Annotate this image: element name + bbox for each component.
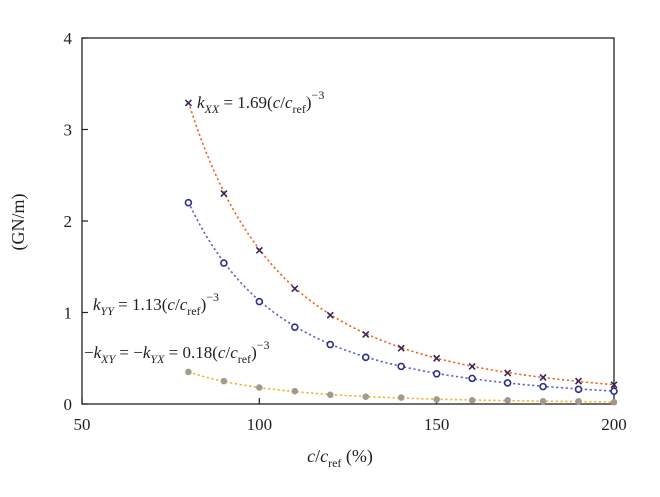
annotation-kxy: −kXY = −kYX = 0.18(c/cref)−3 [84, 338, 270, 366]
x-tick-label: 200 [601, 415, 627, 434]
point-x-marker [255, 246, 263, 254]
data-points [184, 99, 618, 406]
point-x-marker [362, 330, 370, 339]
point-open-circle [255, 297, 264, 306]
point-x-marker [539, 373, 547, 382]
point-x-marker [433, 354, 441, 362]
point-x-marker [291, 285, 299, 293]
point-x-marker [610, 381, 618, 389]
point-open-circle [574, 385, 583, 394]
point-open-circle [503, 379, 512, 387]
point-x-marker [397, 344, 405, 352]
y-tick-label: 2 [64, 212, 73, 231]
point-filled-circle [220, 377, 228, 385]
point-filled-circle [468, 397, 476, 404]
point-filled-circle [539, 397, 547, 405]
axes-frame [81, 37, 615, 405]
point-filled-circle [610, 398, 618, 406]
plot-frame [81, 37, 615, 405]
point-open-circle [326, 340, 335, 349]
y-tick-label: 3 [64, 121, 73, 140]
point-filled-circle [397, 394, 405, 401]
point-x-marker [504, 369, 512, 377]
point-open-circle [220, 259, 228, 267]
point-open-circle [539, 382, 547, 391]
point-filled-circle [575, 397, 582, 405]
point-filled-circle [433, 396, 440, 403]
tick-marks [81, 37, 615, 405]
point-x-marker [184, 99, 192, 107]
x-tick-label: 150 [424, 415, 450, 434]
x-tick-label: 50 [74, 415, 91, 434]
x-tick-label: 100 [247, 415, 273, 434]
point-x-marker [574, 377, 583, 385]
point-x-marker [326, 311, 334, 319]
point-open-circle [432, 370, 441, 378]
point-open-circle [468, 374, 476, 383]
point-filled-circle [256, 384, 263, 391]
point-filled-circle [291, 387, 299, 395]
y-tick-label: 4 [64, 29, 73, 48]
point-open-circle [397, 362, 406, 371]
point-filled-circle [362, 393, 370, 400]
point-x-marker [468, 362, 476, 371]
x-axis-label: c/cref (%) [307, 446, 373, 470]
y-tick-label: 1 [64, 304, 73, 323]
point-filled-circle [185, 368, 192, 376]
point-x-marker [220, 189, 228, 198]
point-open-circle [610, 387, 618, 395]
y-tick-label: 0 [64, 395, 73, 414]
annotation-kxx: kXX = 1.69(c/cref)−3 [197, 88, 324, 116]
point-open-circle [290, 323, 299, 331]
point-open-circle [361, 353, 370, 362]
point-filled-circle [326, 391, 334, 399]
point-filled-circle [504, 397, 511, 404]
tick-labels: 50 100 150 200 0 1 2 3 4 [64, 29, 627, 434]
y-axis-label: (GN/m) [8, 194, 29, 251]
annotation-kyy: kYY = 1.13(c/cref)−3 [93, 290, 219, 318]
point-open-circle [184, 198, 193, 207]
